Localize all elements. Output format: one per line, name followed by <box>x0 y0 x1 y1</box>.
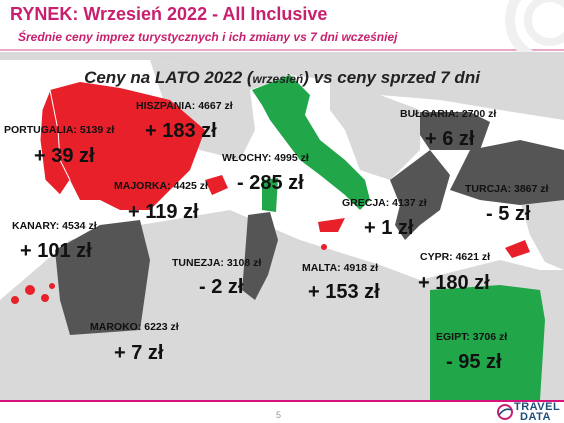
map-heading-month: wrzesień <box>252 72 304 86</box>
region-canary-2 <box>41 294 49 302</box>
label-cypr: CYPR: 4621 zł <box>420 251 491 263</box>
page-number: 5 <box>276 410 282 420</box>
label-egipt: EGIPT: 3706 zł <box>436 331 508 343</box>
change-maroko: + 7 zł <box>114 342 164 364</box>
page-title: RYNEK: Wrzesień 2022 - All Inclusive <box>10 4 328 24</box>
header-divider <box>0 49 564 51</box>
region-cyprus <box>505 240 530 258</box>
label-tunezja: TUNEZJA: 3108 zł <box>172 257 262 269</box>
region-greece <box>390 150 450 240</box>
label-kanary: KANARY: 4534 zł <box>12 220 97 232</box>
change-cypr: + 180 zł <box>418 272 490 294</box>
change-tunezja: - 2 zł <box>199 276 244 298</box>
region-italy <box>252 75 370 210</box>
region-portugal <box>39 88 71 196</box>
label-bulgaria: BUŁGARIA: 2700 zł <box>400 108 497 120</box>
label-turcja: TURCJA: 3867 zł <box>465 183 549 195</box>
change-majorka: + 119 zł <box>128 201 199 223</box>
region-majorca <box>205 175 228 195</box>
region-spain <box>50 82 205 210</box>
label-malta: MALTA: 4918 zł <box>302 262 379 274</box>
label-wlochy: WŁOCHY: 4995 zł <box>222 152 309 164</box>
region-canary-1 <box>25 285 35 295</box>
footer-divider <box>0 400 564 402</box>
region-bulgaria <box>420 112 490 150</box>
region-turkey <box>450 140 564 205</box>
mediterranean-map <box>0 52 564 400</box>
region-sardinia <box>262 178 278 212</box>
label-grecja: GRECJA: 4137 zł <box>342 197 427 209</box>
region-canary-3 <box>11 296 19 304</box>
label-portugalia: PORTUGALIA: 5139 zł <box>4 124 115 136</box>
change-hiszpania: + 183 zł <box>145 120 217 142</box>
region-canary-4 <box>49 283 55 289</box>
change-wlochy: - 285 zł <box>237 172 304 194</box>
region-morocco <box>55 220 150 335</box>
region-tunisia <box>242 212 278 300</box>
logo-text-travel: TRAVEL <box>514 401 561 413</box>
region-sicily <box>318 218 345 232</box>
label-hiszpania: HISZPANIA: 4667 zł <box>136 100 233 112</box>
land-middle-east <box>520 190 564 270</box>
label-majorka: MAJORKA: 4425 zł <box>114 180 208 192</box>
map-heading-part1: Ceny na LATO 2022 ( <box>84 68 253 87</box>
change-kanary: + 101 zł <box>20 240 92 262</box>
label-maroko: MAROKO: 6223 zł <box>90 321 179 333</box>
region-malta <box>321 244 327 250</box>
land-europe-north <box>0 52 564 120</box>
land-balkans <box>330 80 420 180</box>
change-grecja: + 1 zł <box>364 217 414 239</box>
map-heading-part2: ) vs ceny sprzed 7 dni <box>303 68 480 87</box>
decorative-circles <box>505 0 564 52</box>
travel-data-logo: TRAVEL DATA <box>494 400 562 423</box>
change-malta: + 153 zł <box>308 281 380 303</box>
land-france <box>150 60 255 160</box>
page-subtitle: Średnie ceny imprez turystycznych i ich … <box>18 30 398 44</box>
change-turcja: - 5 zł <box>486 203 531 225</box>
map-heading: Ceny na LATO 2022 (wrzesień) vs ceny spr… <box>0 68 564 88</box>
region-egypt <box>430 285 545 400</box>
change-portugalia: + 39 zł <box>34 145 95 167</box>
change-bulgaria: + 6 zł <box>425 128 475 150</box>
logo-text-data: DATA <box>520 411 551 423</box>
change-egipt: - 95 zł <box>446 351 502 373</box>
logo-globe-icon <box>497 404 513 420</box>
